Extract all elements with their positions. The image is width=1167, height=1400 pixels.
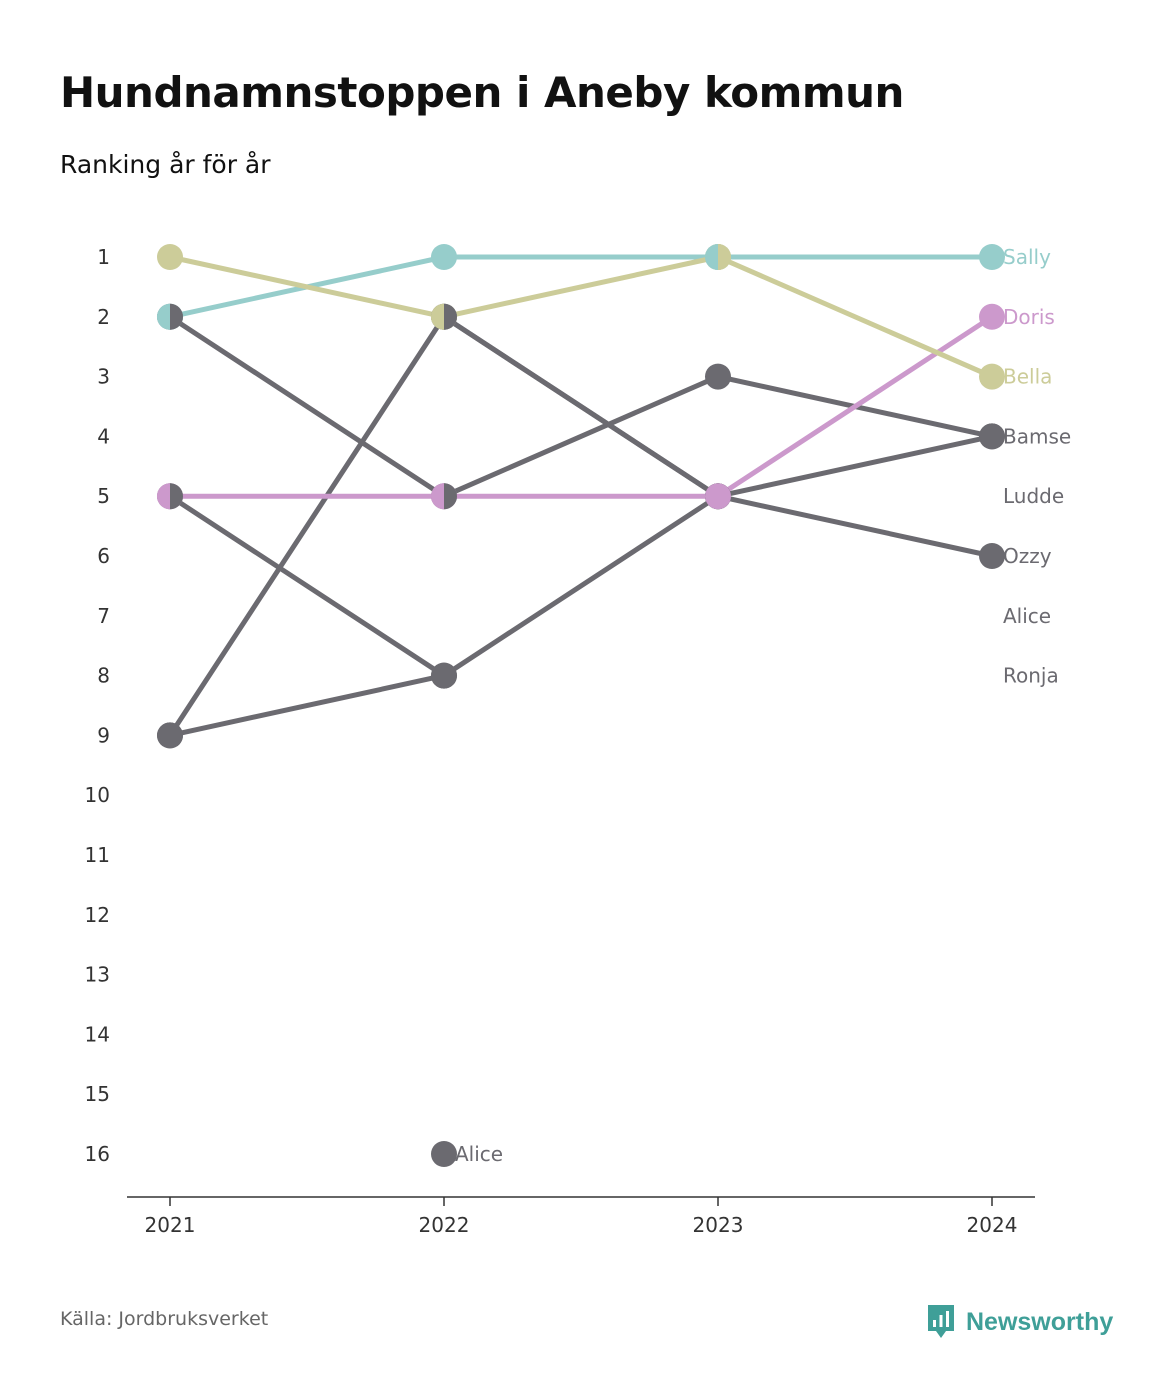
y-tick-label: 13 xyxy=(85,963,110,987)
x-tick-label: 2022 xyxy=(419,1213,470,1237)
data-point-half xyxy=(705,244,718,270)
series-line xyxy=(441,254,721,320)
y-tick-label: 6 xyxy=(97,544,110,568)
data-point-half xyxy=(718,244,731,270)
data-point-half xyxy=(170,483,183,510)
series-line xyxy=(441,314,721,499)
y-tick-label: 12 xyxy=(85,903,110,927)
series-line xyxy=(715,254,995,380)
data-point xyxy=(979,244,1005,270)
y-tick-label: 2 xyxy=(97,305,110,329)
y-tick-label: 9 xyxy=(97,723,110,747)
series-line xyxy=(715,314,995,499)
x-tick-label: 2021 xyxy=(145,1213,196,1237)
y-tick-label: 4 xyxy=(97,424,110,448)
annotation-label: Alice xyxy=(455,1142,503,1166)
y-tick-label: 1 xyxy=(97,245,110,269)
series-line xyxy=(167,254,447,320)
newsworthy-logo-icon xyxy=(928,1305,954,1338)
data-point xyxy=(979,543,1005,569)
data-point xyxy=(431,1141,457,1167)
series-end-label: Bamse xyxy=(1003,424,1071,448)
x-tick-label: 2023 xyxy=(693,1213,744,1237)
data-point xyxy=(705,483,731,510)
brand-name: Newsworthy xyxy=(966,1307,1114,1336)
series-line xyxy=(167,493,447,679)
series-line xyxy=(167,673,447,738)
y-tick-label: 7 xyxy=(97,604,110,628)
series-end-label: Sally xyxy=(1003,245,1051,269)
y-tick-label: 16 xyxy=(85,1142,110,1166)
data-point xyxy=(431,244,457,270)
y-tick-label: 8 xyxy=(97,664,110,688)
source-note: Källa: Jordbruksverket xyxy=(60,1308,269,1330)
data-point-half xyxy=(444,483,457,510)
brand-logo: Newsworthy xyxy=(926,1302,1113,1342)
data-point xyxy=(157,244,183,270)
data-point-half xyxy=(431,303,444,330)
data-point-half xyxy=(431,483,444,510)
y-tick-label: 14 xyxy=(85,1022,110,1046)
series-line xyxy=(167,314,447,738)
series-end-label: Bella xyxy=(1003,365,1052,389)
data-point xyxy=(979,423,1005,450)
y-tick-label: 15 xyxy=(85,1082,110,1106)
series-line xyxy=(441,493,721,679)
chart-title: Hundnamnstoppen i Aneby kommun xyxy=(60,68,904,117)
x-tick-label: 2024 xyxy=(967,1213,1018,1237)
series-line xyxy=(167,314,447,499)
series-end-label: Ronja xyxy=(1003,664,1059,688)
data-point-half xyxy=(170,303,183,330)
data-point xyxy=(705,363,731,390)
series-line xyxy=(715,493,995,559)
data-point-half xyxy=(157,303,170,330)
data-point xyxy=(979,363,1005,390)
chart-subtitle: Ranking år för år xyxy=(60,150,271,179)
data-point xyxy=(431,662,457,689)
data-point xyxy=(157,722,183,749)
series-end-label: Doris xyxy=(1003,305,1055,329)
data-point-half xyxy=(444,303,457,330)
series-end-label: Ludde xyxy=(1003,484,1064,508)
series-line xyxy=(441,374,721,499)
data-point xyxy=(979,303,1005,330)
series-end-label: Alice xyxy=(1003,604,1051,628)
y-tick-label: 3 xyxy=(97,365,110,389)
y-tick-label: 10 xyxy=(85,783,110,807)
series-end-label: Ozzy xyxy=(1003,544,1052,568)
series-line xyxy=(715,433,995,499)
y-tick-label: 5 xyxy=(97,484,110,508)
y-tick-label: 11 xyxy=(85,843,110,867)
data-point-half xyxy=(157,483,170,510)
